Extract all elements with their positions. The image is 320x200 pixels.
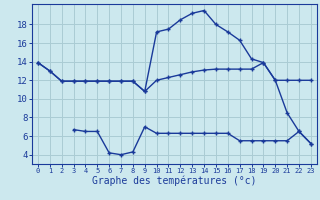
X-axis label: Graphe des températures (°c): Graphe des températures (°c) [92,176,257,186]
